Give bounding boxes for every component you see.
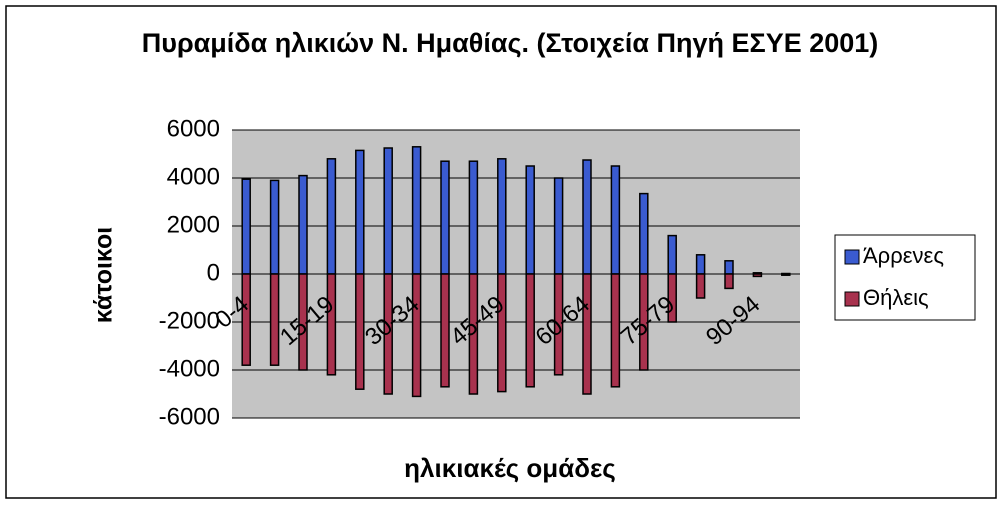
bar <box>468 273 479 395</box>
bar <box>411 273 422 398</box>
bar <box>525 273 535 388</box>
bar <box>468 160 479 275</box>
legend-label: Θήλεις <box>863 285 929 310</box>
bar <box>241 273 251 366</box>
bar <box>411 146 422 275</box>
y-tick-label: 6000 <box>167 115 220 142</box>
bar <box>553 177 564 275</box>
y-tick-label: 4000 <box>167 163 220 190</box>
bar <box>553 273 564 376</box>
bar <box>639 273 649 371</box>
bar <box>752 273 763 278</box>
bar <box>355 273 365 390</box>
bar <box>781 273 791 276</box>
y-tick-label: -6000 <box>159 403 220 430</box>
bar <box>582 273 592 395</box>
chart-title: Πυραμίδα ηλικιών Ν. Ημαθίας. (Στοιχεία Π… <box>141 28 879 58</box>
bar <box>241 178 251 275</box>
y-tick-label: 2000 <box>167 211 220 238</box>
bar <box>497 273 507 393</box>
bar <box>326 273 337 376</box>
bar <box>724 273 734 290</box>
bar <box>639 192 649 275</box>
legend-swatch <box>844 249 860 265</box>
y-axis-label: κάτοικοι <box>90 227 118 324</box>
bar <box>355 149 365 275</box>
bar <box>440 273 450 388</box>
y-tick-label: -2000 <box>159 307 220 334</box>
bar <box>582 159 592 275</box>
legend-label: Άρρενες <box>863 243 944 268</box>
bar <box>383 273 393 395</box>
bar <box>695 254 706 275</box>
x-axis-label: ηλικιακές ομάδες <box>404 453 616 483</box>
bar <box>326 158 337 275</box>
bar <box>269 273 280 366</box>
legend-swatch <box>844 291 860 307</box>
bar <box>667 234 677 275</box>
bar <box>269 179 280 275</box>
y-tick-label: -4000 <box>159 355 220 382</box>
bar <box>383 147 393 275</box>
bar <box>667 273 677 323</box>
y-tick-label: 0 <box>207 259 220 286</box>
bar <box>610 165 621 275</box>
bar <box>724 260 734 275</box>
bar <box>298 273 308 371</box>
bar <box>525 165 535 275</box>
bar <box>298 174 308 275</box>
bar <box>695 273 706 299</box>
bar <box>440 160 450 275</box>
bar <box>610 273 621 388</box>
bar <box>497 158 507 275</box>
